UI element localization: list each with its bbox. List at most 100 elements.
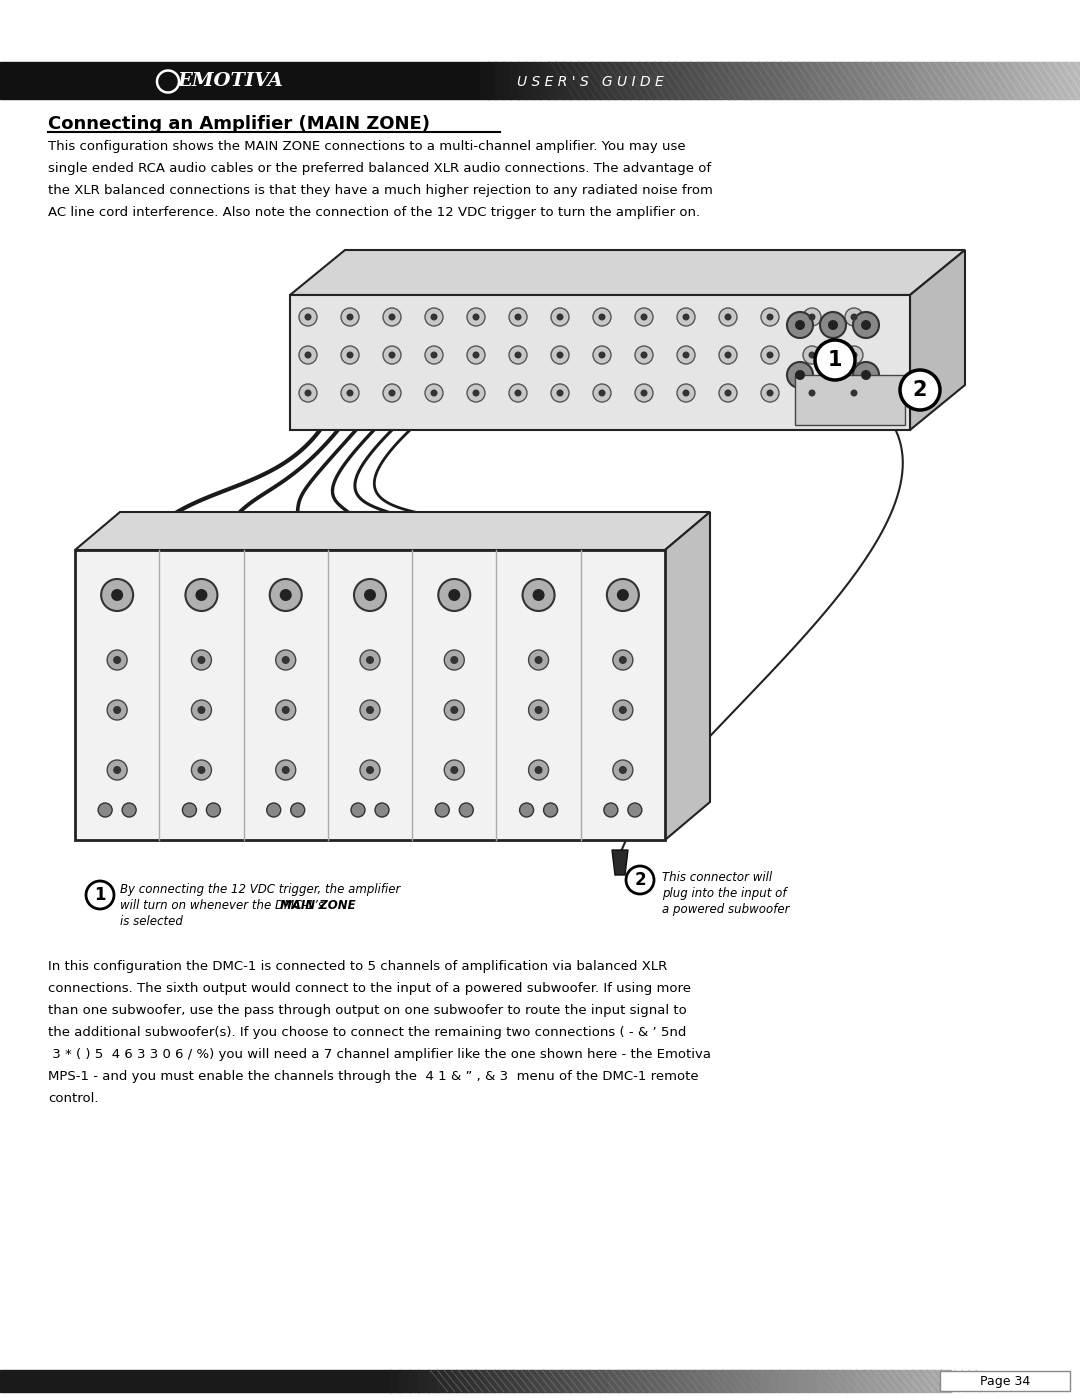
Circle shape bbox=[761, 307, 779, 326]
Circle shape bbox=[528, 700, 549, 719]
Bar bbox=[667, 61, 676, 99]
Bar bbox=[750, 61, 758, 99]
Bar bbox=[751, 1370, 761, 1391]
Circle shape bbox=[282, 705, 289, 714]
Circle shape bbox=[556, 352, 564, 359]
Bar bbox=[705, 61, 714, 99]
Circle shape bbox=[627, 803, 642, 817]
Bar bbox=[1072, 61, 1080, 99]
Bar bbox=[779, 1370, 789, 1391]
Circle shape bbox=[640, 313, 648, 320]
Circle shape bbox=[473, 313, 480, 320]
Circle shape bbox=[438, 578, 470, 610]
Circle shape bbox=[900, 370, 940, 409]
Bar bbox=[525, 61, 534, 99]
Text: 1: 1 bbox=[94, 886, 106, 904]
Circle shape bbox=[389, 390, 395, 397]
Text: EMOTIVA: EMOTIVA bbox=[177, 73, 283, 91]
Text: This configuration shows the MAIN ZONE connections to a multi-channel amplifier.: This configuration shows the MAIN ZONE c… bbox=[48, 140, 686, 154]
Bar bbox=[693, 1370, 704, 1391]
Bar bbox=[646, 1370, 657, 1391]
Circle shape bbox=[183, 803, 197, 817]
Text: than one subwoofer, use the pass through output on one subwoofer to route the in: than one subwoofer, use the pass through… bbox=[48, 1004, 687, 1017]
Text: a powered subwoofer: a powered subwoofer bbox=[662, 902, 789, 916]
Circle shape bbox=[551, 384, 569, 402]
Circle shape bbox=[431, 313, 437, 320]
Circle shape bbox=[612, 650, 633, 671]
Bar bbox=[540, 61, 549, 99]
Circle shape bbox=[820, 362, 846, 388]
Bar bbox=[870, 61, 878, 99]
Bar bbox=[502, 61, 511, 99]
Bar bbox=[495, 61, 503, 99]
Bar bbox=[945, 61, 954, 99]
Bar bbox=[1027, 61, 1036, 99]
Bar bbox=[931, 1370, 942, 1391]
Bar bbox=[665, 1370, 675, 1391]
Bar bbox=[418, 1370, 429, 1391]
Bar bbox=[757, 61, 766, 99]
Circle shape bbox=[186, 578, 217, 610]
Circle shape bbox=[107, 760, 127, 780]
Circle shape bbox=[86, 882, 114, 909]
Circle shape bbox=[347, 352, 353, 359]
Bar bbox=[772, 61, 781, 99]
Bar bbox=[836, 1370, 847, 1391]
Circle shape bbox=[514, 352, 522, 359]
Bar bbox=[892, 61, 901, 99]
Circle shape bbox=[426, 346, 443, 365]
Circle shape bbox=[435, 803, 449, 817]
Bar bbox=[720, 61, 729, 99]
Bar bbox=[570, 1370, 581, 1391]
Bar bbox=[808, 1370, 818, 1391]
Bar bbox=[600, 61, 608, 99]
Bar bbox=[760, 1370, 770, 1391]
Circle shape bbox=[719, 346, 737, 365]
Circle shape bbox=[195, 590, 207, 601]
Polygon shape bbox=[612, 849, 627, 875]
Circle shape bbox=[514, 390, 522, 397]
Circle shape bbox=[113, 657, 121, 664]
Circle shape bbox=[598, 352, 606, 359]
Bar bbox=[798, 1370, 809, 1391]
Circle shape bbox=[299, 384, 318, 402]
Circle shape bbox=[719, 307, 737, 326]
Bar bbox=[787, 61, 796, 99]
Bar bbox=[846, 1370, 856, 1391]
Circle shape bbox=[375, 803, 389, 817]
Circle shape bbox=[619, 766, 626, 774]
Bar bbox=[494, 1370, 504, 1391]
Bar bbox=[713, 1370, 723, 1391]
Circle shape bbox=[198, 766, 205, 774]
Bar bbox=[864, 1370, 875, 1391]
Circle shape bbox=[556, 390, 564, 397]
Bar bbox=[840, 61, 849, 99]
Circle shape bbox=[280, 590, 292, 601]
Bar bbox=[608, 1370, 619, 1391]
Bar bbox=[863, 61, 870, 99]
Circle shape bbox=[473, 390, 480, 397]
Circle shape bbox=[98, 803, 112, 817]
Circle shape bbox=[299, 346, 318, 365]
Bar bbox=[1013, 61, 1021, 99]
Bar bbox=[885, 61, 893, 99]
Bar bbox=[731, 1370, 742, 1391]
Circle shape bbox=[431, 352, 437, 359]
Circle shape bbox=[677, 384, 696, 402]
Bar bbox=[446, 1370, 457, 1391]
Bar bbox=[580, 1370, 590, 1391]
Text: 3 * ( ) 5  4 6 3 3 0 6 / %) you will need a 7 channel amplifier like the one sho: 3 * ( ) 5 4 6 3 3 0 6 / %) you will need… bbox=[48, 1048, 711, 1060]
Text: plug into the input of: plug into the input of bbox=[662, 887, 786, 900]
Circle shape bbox=[804, 384, 821, 402]
Text: Connecting an Amplifier (MAIN ZONE): Connecting an Amplifier (MAIN ZONE) bbox=[48, 115, 430, 133]
Circle shape bbox=[107, 650, 127, 671]
Bar bbox=[940, 1370, 1070, 1391]
Circle shape bbox=[619, 705, 626, 714]
Circle shape bbox=[787, 312, 813, 338]
Bar bbox=[578, 61, 586, 99]
Bar bbox=[637, 61, 646, 99]
Circle shape bbox=[551, 346, 569, 365]
Circle shape bbox=[467, 384, 485, 402]
Bar bbox=[555, 61, 564, 99]
Circle shape bbox=[450, 705, 458, 714]
